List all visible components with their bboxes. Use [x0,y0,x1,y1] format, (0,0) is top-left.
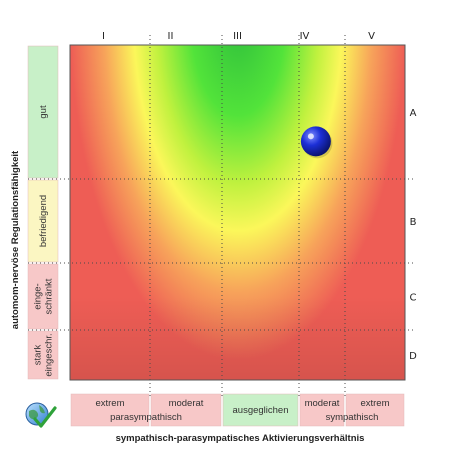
y-category-band [27,263,59,330]
x-tick-label: IV [300,31,310,42]
y-category-band [27,45,59,179]
plot-border [69,44,406,381]
plot-shade [70,45,405,380]
x-category-band [70,393,150,427]
y-tick-label: D [409,351,417,362]
data-points [300,126,333,159]
x-category-band [222,393,299,427]
y-axis-title: automom-nervöse Regulationsfähigkeit [10,150,21,329]
y-tick-labels: A B C D [409,108,417,362]
y-category-band [27,330,59,380]
y-category-band [27,179,59,263]
y-category-label: befriedigend [38,195,49,247]
y-tick-label: B [410,217,417,228]
y-tick-label: C [410,293,417,304]
x-tick-label: III [233,31,242,42]
x-category-label: extrem [360,398,389,409]
y-category-label: gut [38,105,49,119]
x-tick-label: V [368,31,375,42]
y-tick-label: A [410,108,417,119]
x-category-label: extrem [95,398,124,409]
globe-check-icon [25,402,57,428]
y-category-bands: gut befriedigend einge-schränkt stark einges… [27,45,59,380]
x-category-label: sympathisch [326,412,379,423]
x-category-label: moderat [169,398,204,409]
x-axis-title: sympathisch-parasympatisches Aktivierung… [116,433,365,444]
x-category-band [299,393,345,427]
x-category-label: parasympathisch [110,412,182,423]
y-category-label: schränkt [44,278,55,314]
x-tick-label: II [168,31,174,42]
x-category-band [345,393,405,427]
data-point-highlight [307,133,314,140]
y-category-label: stark [33,344,44,365]
x-tick-labels: I II III IV V [102,31,375,42]
grid-lines [28,35,415,398]
x-category-label: moderat [305,398,340,409]
data-point [300,126,331,157]
x-category-label: ausgeglichen [233,405,289,416]
x-category-band [150,393,222,427]
x-tick-label: I [102,31,105,42]
x-category-bands: extrem parasympathisch moderat ausgeglichen… [70,393,405,427]
y-category-label: einge- [33,283,44,309]
y-category-label: eingeschr. [44,333,55,376]
